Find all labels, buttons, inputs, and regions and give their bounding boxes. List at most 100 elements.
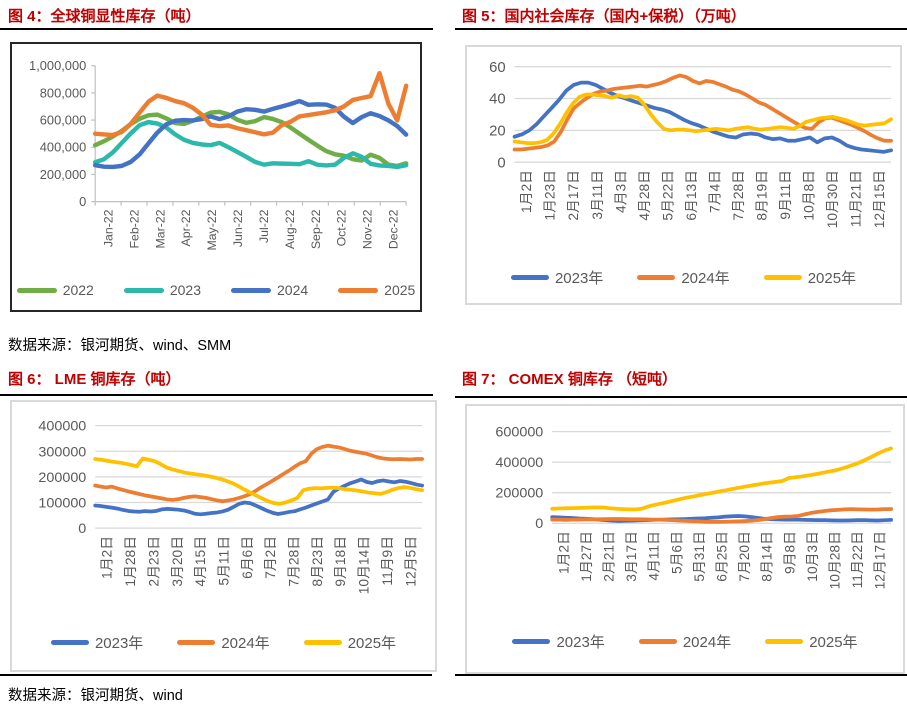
legend-item-2023: 2023 — [123, 282, 201, 298]
svg-text:2月21日: 2月21日 — [601, 531, 617, 582]
svg-text:5月22日: 5月22日 — [659, 170, 675, 221]
svg-text:0: 0 — [497, 155, 505, 171]
svg-text:1月27日: 1月27日 — [578, 531, 594, 582]
figure-5-legend: 2023年 2024年 2025年 — [467, 267, 900, 288]
svg-text:5月11日: 5月11日 — [215, 536, 231, 586]
legend-item-2024年: 2024年 — [637, 267, 730, 288]
legend-swatch — [510, 275, 549, 280]
legend-swatch — [512, 639, 551, 644]
svg-text:600000: 600000 — [495, 425, 543, 441]
svg-text:7月4日: 7月4日 — [706, 170, 722, 213]
svg-text:400,000: 400,000 — [40, 140, 86, 155]
legend-label: 2025年 — [809, 634, 858, 651]
svg-text:9月18日: 9月18日 — [332, 536, 348, 587]
svg-text:2月23日: 2月23日 — [145, 536, 161, 587]
legend-label: 2023 — [169, 282, 201, 298]
title-underline — [455, 28, 907, 30]
title-underline — [0, 28, 433, 30]
svg-text:Jul-22: Jul-22 — [257, 209, 271, 243]
svg-text:200000: 200000 — [495, 486, 543, 502]
svg-text:800,000: 800,000 — [40, 85, 86, 100]
section-divider — [0, 674, 432, 676]
svg-text:400000: 400000 — [38, 419, 86, 435]
title-underline — [455, 396, 907, 398]
svg-text:1月23日: 1月23日 — [542, 170, 558, 221]
svg-text:Oct-22: Oct-22 — [335, 209, 349, 246]
svg-text:7月28日: 7月28日 — [286, 536, 302, 587]
legend-item-2024年: 2024年 — [177, 632, 270, 653]
svg-text:May-22: May-22 — [205, 209, 219, 250]
svg-text:Mar-22: Mar-22 — [153, 209, 167, 248]
svg-text:3月20日: 3月20日 — [169, 536, 185, 587]
svg-text:8月23日: 8月23日 — [309, 536, 325, 587]
svg-text:5月31日: 5月31日 — [691, 531, 707, 582]
legend-label: 2023年 — [556, 634, 605, 651]
legend-item-2025年: 2025年 — [763, 267, 857, 288]
title-underline — [0, 394, 433, 396]
legend-swatch — [177, 640, 216, 645]
svg-text:5月6日: 5月6日 — [668, 531, 684, 574]
figure-4-title: 图 4：全球铜显性库存（吨） — [8, 8, 201, 25]
legend-label: 2022 — [62, 282, 94, 298]
figure-4-plot: 0 200,000 400,000 600,000 800,000 1,000,000 Ja… — [29, 58, 409, 251]
svg-text:11月21日: 11月21日 — [848, 170, 864, 227]
legend-swatch — [763, 275, 802, 280]
svg-text:4月11日: 4月11日 — [646, 531, 662, 581]
figure-5-chart: 0 20 40 60 1月2日 1月23日 2月17日 3月11日 4月3日 4月28日 5月22日… — [465, 45, 902, 305]
legend-swatch — [338, 287, 379, 293]
svg-text:Aug-22: Aug-22 — [283, 209, 297, 249]
svg-text:3月11日: 3月11日 — [589, 170, 605, 219]
svg-text:9月8日: 9月8日 — [781, 531, 797, 574]
section-divider — [455, 674, 907, 676]
legend-label: 2024年 — [221, 635, 270, 652]
legend-item-2023年: 2023年 — [50, 632, 143, 653]
legend-label: 2024年 — [682, 634, 732, 651]
svg-text:600,000: 600,000 — [40, 113, 86, 128]
figure-6-title: 图 6： LME 铜库存（吨） — [8, 371, 181, 388]
figure-7-plot: 0 200000 400000 600000 1月2日 1月27日 2月21日 3月17日 4月… — [495, 425, 893, 589]
svg-text:12月15日: 12月15日 — [871, 170, 887, 228]
figure-4-chart: 0 200,000 400,000 600,000 800,000 1,000,000 Ja… — [10, 42, 422, 312]
svg-text:Nov-22: Nov-22 — [361, 209, 375, 249]
svg-text:Dec-22: Dec-22 — [386, 209, 400, 249]
svg-text:0: 0 — [535, 516, 543, 532]
svg-text:Apr-22: Apr-22 — [179, 209, 193, 246]
legend-swatch — [637, 275, 676, 280]
legend-swatch — [123, 287, 164, 293]
svg-text:Sep-22: Sep-22 — [309, 209, 323, 249]
svg-text:10月30日: 10月30日 — [824, 170, 840, 228]
legend-item-2023年: 2023年 — [512, 631, 605, 652]
legend-swatch — [16, 287, 57, 293]
svg-text:4月15日: 4月15日 — [192, 536, 208, 587]
svg-text:400000: 400000 — [495, 455, 543, 471]
legend-item-2024: 2024 — [231, 282, 308, 298]
svg-text:1月2日: 1月2日 — [518, 170, 534, 213]
svg-text:200,000: 200,000 — [40, 167, 86, 182]
svg-text:8月19日: 8月19日 — [753, 170, 769, 221]
svg-text:11月22日: 11月22日 — [849, 531, 865, 588]
legend-label: 2025 — [384, 282, 416, 298]
svg-text:Jan-22: Jan-22 — [101, 209, 115, 247]
figure-6-chart: 0 100000 200000 300000 400000 1月2日 1月28日 2月23日 3… — [10, 400, 437, 672]
svg-text:20: 20 — [489, 124, 506, 140]
source-note-top: 数据来源：银河期货、wind、SMM — [8, 338, 232, 354]
legend-label: 2025年 — [807, 270, 857, 287]
svg-text:60: 60 — [489, 60, 506, 76]
svg-text:10月14日: 10月14日 — [356, 536, 372, 594]
legend-swatch — [50, 640, 89, 645]
figure-6-plot: 0 100000 200000 300000 400000 1月2日 1月28日 2月23日 3… — [38, 419, 425, 594]
legend-swatch — [231, 287, 271, 293]
svg-text:8月14日: 8月14日 — [759, 531, 775, 582]
svg-text:Jun-22: Jun-22 — [231, 209, 245, 247]
figure-5-title: 图 5：国内社会库存（国内+保税）（万吨） — [462, 8, 746, 25]
legend-item-2025年: 2025年 — [303, 632, 396, 653]
svg-text:7月28日: 7月28日 — [730, 170, 746, 221]
legend-swatch — [765, 639, 804, 644]
svg-text:10月3日: 10月3日 — [804, 531, 820, 582]
legend-item-2025年: 2025年 — [765, 631, 858, 652]
figure-7-legend: 2023年 2024年 2025年 — [467, 631, 903, 652]
svg-text:Feb-22: Feb-22 — [127, 209, 141, 248]
legend-swatch — [638, 639, 677, 644]
svg-text:7月20日: 7月20日 — [736, 531, 752, 582]
